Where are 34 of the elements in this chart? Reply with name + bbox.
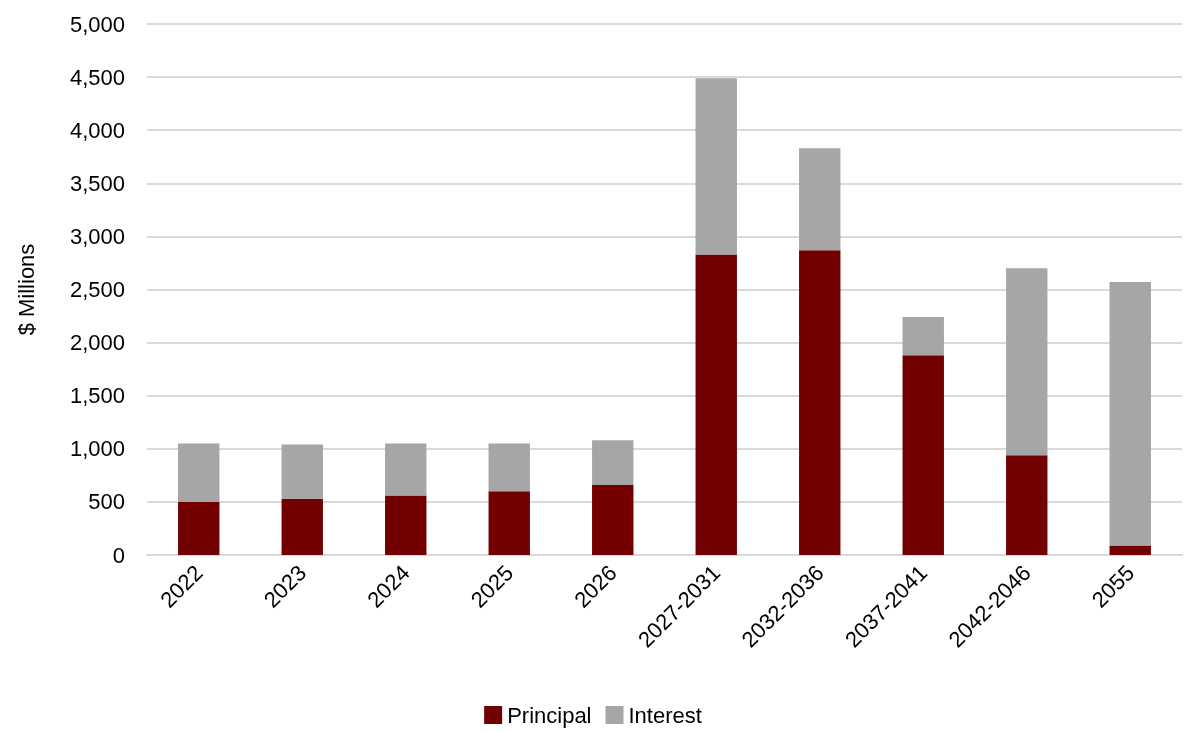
y-tick-label: 5,000: [69, 11, 125, 37]
bar: [695, 254, 737, 555]
bar: [488, 443, 530, 492]
bar: [281, 444, 323, 499]
bar: [178, 501, 220, 555]
y-tick-label: 1,000: [69, 436, 125, 462]
legend-label: Principal: [507, 702, 592, 728]
bar: [1006, 455, 1048, 555]
bar: [902, 317, 944, 356]
y-tick-label: 500: [88, 489, 125, 515]
bar: [178, 443, 220, 502]
y-tick-label: 2,000: [69, 330, 125, 356]
y-tick-label: 2,500: [69, 277, 125, 302]
bar: [488, 491, 530, 555]
legend-label: Interest: [628, 702, 702, 728]
y-tick-label: 1,500: [69, 383, 125, 409]
y-tick-label: 0: [112, 542, 125, 568]
y-tick-label: 3,000: [69, 223, 125, 249]
bar: [799, 250, 841, 555]
bar: [695, 78, 737, 255]
bar: [385, 443, 427, 496]
bar: [592, 440, 634, 485]
y-tick-label: 4,000: [69, 117, 125, 143]
bar: [1006, 268, 1048, 456]
y-tick-label: 4,500: [69, 64, 125, 90]
bar: [281, 498, 323, 555]
bar: [902, 355, 944, 555]
bar: [1109, 545, 1151, 555]
y-axis-title: $ Millions: [13, 243, 39, 336]
bar: [592, 484, 634, 555]
y-tick-label: 3,500: [69, 170, 125, 196]
bar: [385, 495, 427, 555]
bar: [1109, 282, 1151, 546]
bar: [799, 148, 841, 251]
